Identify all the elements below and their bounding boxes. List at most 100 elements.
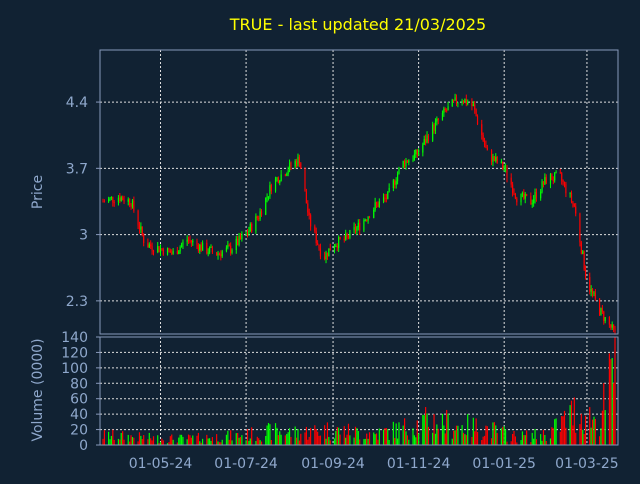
price-candle: [217, 253, 219, 256]
price-candle: [131, 200, 134, 207]
volume-bar: [235, 433, 237, 445]
volume-bar: [187, 434, 190, 445]
volume-bar: [485, 425, 487, 445]
volume-bar: [150, 438, 152, 445]
price-candle: [535, 192, 538, 199]
price-candle: [413, 154, 416, 160]
price-candle: [349, 229, 351, 238]
price-candle: [375, 202, 378, 204]
price-candle: [190, 240, 192, 243]
price-candle: [123, 199, 125, 202]
price-candle: [387, 191, 389, 199]
volume-bar: [454, 430, 456, 445]
volume-bar: [127, 434, 129, 445]
volume-bar: [396, 438, 399, 445]
price-candle: [110, 196, 113, 198]
price-candle: [495, 157, 497, 161]
price-candle: [382, 197, 385, 202]
price-candle: [455, 97, 458, 104]
price-candle: [218, 253, 221, 255]
volume-bar: [277, 435, 279, 445]
price-candle: [319, 248, 322, 257]
volume-bar: [346, 434, 348, 445]
volume-tick-label: 20: [70, 423, 88, 439]
price-candle: [138, 225, 141, 230]
volume-bar: [476, 431, 479, 445]
price-candle: [516, 198, 518, 203]
volume-bar: [260, 441, 263, 445]
volume-bar: [367, 438, 369, 445]
volume-bar: [326, 422, 329, 445]
volume-bar: [239, 437, 242, 445]
volume-bar: [534, 428, 536, 445]
price-candle: [345, 234, 347, 240]
volume-bar: [319, 435, 322, 445]
volume-bar: [443, 425, 445, 445]
volume-bar: [545, 440, 547, 445]
volume-bar: [171, 434, 173, 445]
price-candle: [514, 193, 517, 199]
volume-bar: [535, 439, 538, 445]
price-candle: [555, 172, 557, 174]
price-candle: [258, 218, 260, 220]
volume-bar: [366, 433, 368, 445]
price-candle: [614, 328, 616, 331]
volume-bar: [432, 432, 434, 445]
volume-bar: [359, 439, 361, 445]
volume-bar: [520, 440, 522, 445]
price-candle: [579, 213, 581, 243]
volume-bar: [201, 438, 204, 445]
price-candle: [457, 102, 459, 104]
price-candle: [534, 192, 536, 200]
price-candle: [168, 248, 170, 251]
price-candle: [367, 216, 369, 221]
price-candle: [228, 245, 230, 247]
volume-bar: [474, 431, 476, 445]
price-candle: [359, 222, 361, 231]
price-candle: [353, 227, 355, 230]
volume-bar: [110, 435, 113, 445]
price-candle: [162, 249, 164, 255]
volume-bar: [540, 434, 542, 445]
price-candle: [147, 243, 149, 248]
price-candle: [570, 193, 573, 202]
volume-bar: [457, 425, 459, 445]
price-candle: [216, 252, 218, 256]
volume-bar: [562, 416, 564, 445]
volume-bar: [504, 429, 507, 445]
price-candle: [608, 317, 610, 325]
price-candle: [280, 174, 282, 182]
price-panel-border: [99, 49, 619, 335]
volume-bar: [162, 440, 164, 445]
volume-bar: [333, 438, 336, 445]
price-candle: [151, 246, 153, 251]
volume-bar: [209, 438, 211, 445]
volume-bar: [542, 429, 545, 445]
price-candle: [119, 197, 121, 202]
price-candle: [246, 233, 249, 235]
price-candle: [141, 226, 143, 235]
volume-bar: [329, 440, 331, 445]
price-candle: [304, 168, 306, 192]
volume-bar: [412, 428, 414, 445]
price-candle: [483, 140, 486, 145]
volume-bar: [398, 422, 400, 445]
volume-bar: [425, 407, 427, 445]
price-candle: [493, 156, 495, 161]
volume-bar: [284, 435, 286, 445]
volume-bar: [270, 440, 272, 445]
volume-bar: [246, 429, 249, 445]
price-candle: [161, 248, 163, 250]
volume-bar: [524, 435, 526, 445]
volume-bar: [531, 432, 533, 445]
volume-bar: [317, 431, 319, 445]
volume-bar: [521, 431, 524, 445]
price-candle: [481, 124, 483, 136]
price-candle: [117, 197, 120, 203]
price-candle: [467, 102, 469, 105]
volume-bar: [418, 433, 420, 445]
price-candle: [199, 244, 201, 251]
price-candle: [565, 183, 567, 194]
price-candle: [230, 245, 232, 253]
volume-bar: [394, 437, 396, 445]
